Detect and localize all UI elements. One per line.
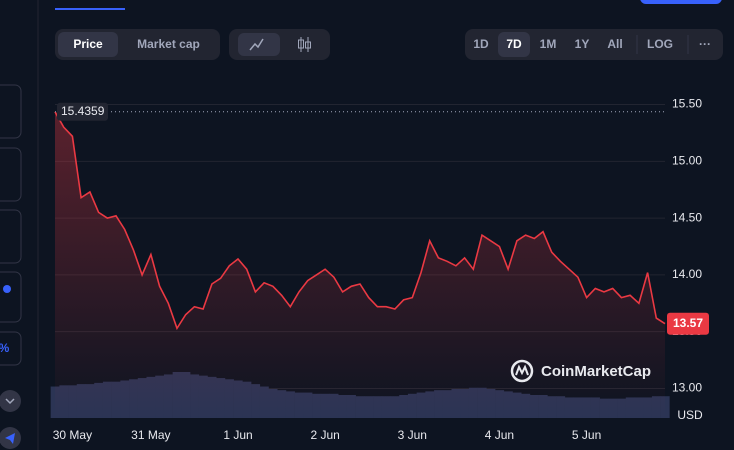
price-line <box>54 111 666 331</box>
range-button[interactable]: ··· <box>699 37 711 51</box>
open-label-bg <box>57 102 108 121</box>
range-button[interactable]: 7D <box>506 37 522 51</box>
line-icon <box>249 38 264 51</box>
sidebar-dot <box>3 285 11 293</box>
last-badge <box>667 312 709 335</box>
price-area <box>55 111 665 419</box>
tab[interactable]: Price <box>73 37 103 51</box>
telegram-icon <box>5 433 15 444</box>
sidebar-box[interactable] <box>0 271 22 323</box>
y-tick-label: 15.00 <box>672 153 702 167</box>
watermark: CoinMarketCap <box>541 363 651 380</box>
sidebar-box[interactable] <box>0 147 22 202</box>
range-button[interactable]: 1M <box>540 37 557 51</box>
sidebar <box>0 84 22 366</box>
range-button[interactable]: All <box>607 37 622 51</box>
range-button[interactable]: 1D <box>473 37 489 51</box>
chevron-button[interactable] <box>0 390 21 412</box>
x-tick-label: 3 Jun <box>398 428 427 442</box>
y-tick-label: 14.00 <box>672 267 702 281</box>
chevron-icon <box>5 398 15 405</box>
watermark-logo <box>510 359 534 383</box>
sidebar-text: % <box>0 341 10 355</box>
x-tick-label: 2 Jun <box>310 428 339 442</box>
tab-bg <box>58 32 118 57</box>
tab[interactable]: Market cap <box>137 37 200 51</box>
top-button[interactable] <box>640 0 722 4</box>
volume-bar <box>660 396 670 418</box>
range-bg <box>498 32 530 57</box>
y-tick-label: 14.50 <box>672 210 702 224</box>
x-tick-label: 30 May <box>53 428 92 442</box>
sidebar-box[interactable] <box>0 209 22 264</box>
range-button[interactable]: 1Y <box>575 37 590 51</box>
tab-underline <box>55 8 125 10</box>
open-label: 15.4359 <box>61 104 105 118</box>
sidebar-box[interactable] <box>0 84 22 139</box>
range-button[interactable]: LOG <box>647 37 673 51</box>
currency-label: USD <box>677 408 703 422</box>
last-label: 13.57 <box>673 316 703 330</box>
x-tick-label: 5 Jun <box>572 428 601 442</box>
x-tick-label: 4 Jun <box>485 428 514 442</box>
x-tick-label: 1 Jun <box>223 428 252 442</box>
sidebar-box[interactable] <box>0 331 22 366</box>
y-tick-label: 15.50 <box>672 97 702 111</box>
candle-icon[interactable] <box>298 37 311 52</box>
y-tick-label: 13.00 <box>672 381 702 395</box>
x-tick-label: 31 May <box>131 428 170 442</box>
